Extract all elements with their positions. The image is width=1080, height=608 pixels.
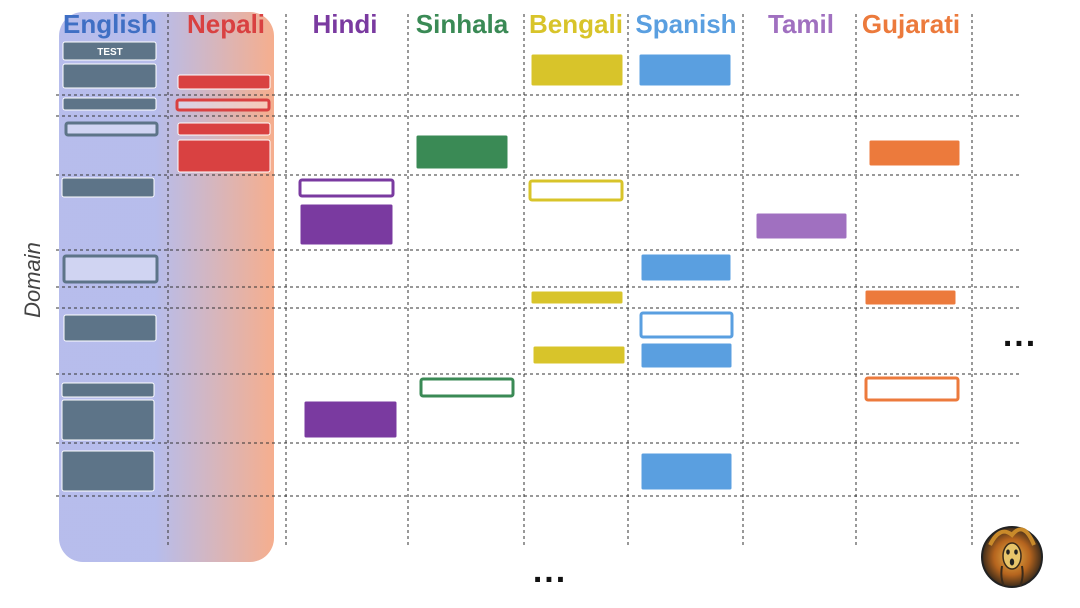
gujarati-data-block-outlined: [864, 376, 960, 402]
column-header-sinhala: Sinhala: [416, 9, 509, 39]
english-data-block: [62, 97, 157, 111]
english-data-block: [61, 177, 155, 198]
y-axis-label: Domain: [20, 242, 45, 318]
spanish-data-block: [640, 253, 732, 282]
hindi-data-block-outlined: [298, 178, 395, 198]
english-data-block: [61, 450, 155, 492]
english-data-block-outlined: [64, 121, 159, 137]
hindi-data-block: [299, 203, 394, 246]
nepali-data-block-outlined: [175, 98, 271, 112]
column-header-bengali: Bengali: [529, 9, 623, 39]
data-blocks: [61, 41, 961, 492]
english-data-block: [62, 41, 157, 61]
more-columns-ellipsis: ...: [1003, 316, 1037, 354]
nepali-data-block: [177, 74, 271, 90]
english-data-block-outlined: [62, 254, 159, 284]
bengali-data-block: [530, 53, 624, 87]
column-header-spanish: Spanish: [635, 9, 736, 39]
column-header-hindi: Hindi: [313, 9, 378, 39]
english-data-block: [61, 399, 155, 441]
sinhala-data-block: [415, 134, 509, 170]
bengali-data-block-outlined: [528, 179, 624, 202]
more-rows-ellipsis: ...: [533, 552, 567, 590]
test-label: TEST: [97, 47, 123, 58]
spanish-data-block: [640, 452, 733, 491]
spanish-data-block: [638, 53, 732, 87]
spanish-data-block-outlined: [639, 311, 734, 339]
english-data-block: [61, 382, 155, 398]
english-data-block: [63, 314, 157, 342]
spanish-data-block: [640, 342, 733, 369]
language-headers: English Nepali Hindi Sinhala Bengali Spanish T…: [63, 9, 960, 39]
tamil-data-block: [755, 212, 848, 240]
english-data-block: [62, 63, 157, 89]
grid: [56, 14, 1020, 545]
hindi-data-block: [303, 400, 398, 439]
nepali-data-block: [177, 122, 271, 136]
gujarati-data-block: [868, 139, 961, 167]
sinhala-data-block-outlined: [419, 377, 515, 398]
scream-painting-avatar-icon: [981, 526, 1043, 588]
column-header-nepali: Nepali: [187, 9, 265, 39]
nepali-data-block: [177, 139, 271, 173]
column-header-english: English: [63, 9, 157, 39]
column-header-tamil: Tamil: [768, 9, 834, 39]
column-header-gujarati: Gujarati: [862, 9, 960, 39]
bengali-data-block: [530, 290, 624, 305]
gujarati-data-block: [864, 289, 957, 306]
bengali-data-block: [532, 345, 626, 365]
